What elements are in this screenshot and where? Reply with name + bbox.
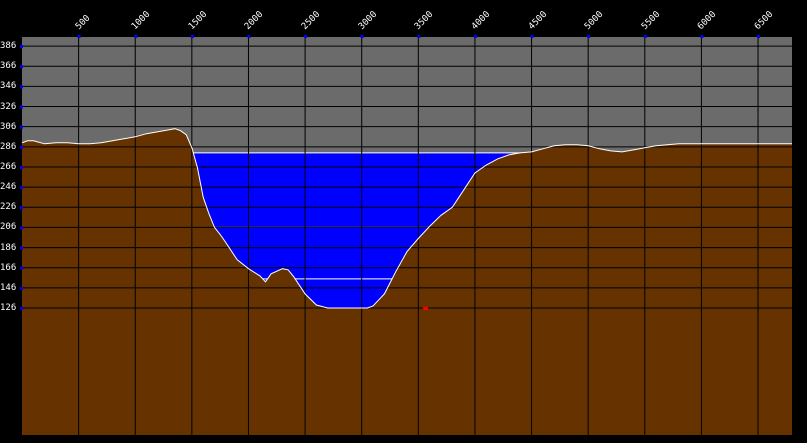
- x-tick-marker-3: [247, 35, 251, 38]
- x-tick-marker-1: [134, 35, 138, 38]
- y-tick-label-7: 246: [0, 182, 17, 193]
- lowest-point-marker: [423, 307, 429, 311]
- profile-line: [21, 128, 792, 309]
- x-tick-marker-8: [530, 35, 534, 38]
- y-tick-marker-2: [20, 85, 23, 89]
- y-tick-label-4: 306: [0, 121, 17, 132]
- x-tick-marker-2: [190, 35, 194, 38]
- y-tick-label-5: 286: [0, 141, 17, 152]
- y-tick-marker-10: [20, 246, 23, 250]
- x-tick-marker-0: [77, 35, 81, 38]
- y-tick-label-10: 186: [0, 242, 17, 253]
- x-tick-marker-12: [757, 35, 761, 38]
- x-tick-markers: [77, 35, 761, 38]
- terrain-area: [22, 128, 792, 435]
- y-tick-label-11: 166: [0, 262, 17, 273]
- y-tick-label-2: 346: [0, 81, 17, 92]
- y-tick-label-6: 266: [0, 161, 17, 172]
- y-tick-marker-13: [20, 307, 23, 311]
- y-tick-label-3: 326: [0, 101, 17, 112]
- y-tick-label-13: 126: [0, 303, 17, 314]
- y-tick-label-9: 206: [0, 222, 17, 233]
- y-tick-marker-8: [20, 206, 23, 210]
- y-tick-marker-11: [20, 266, 23, 270]
- y-tick-marker-0: [20, 45, 23, 49]
- x-tick-marker-5: [360, 35, 364, 38]
- y-tick-marker-3: [20, 105, 23, 109]
- x-tick-marker-10: [643, 35, 647, 38]
- x-tick-marker-6: [417, 35, 421, 38]
- x-tick-marker-9: [587, 35, 591, 38]
- y-tick-marker-4: [20, 125, 23, 129]
- y-tick-marker-1: [20, 65, 23, 69]
- x-tick-marker-4: [304, 35, 308, 38]
- y-tick-label-1: 366: [0, 61, 17, 72]
- y-tick-marker-12: [20, 286, 23, 290]
- y-tick-marker-9: [20, 226, 23, 230]
- y-tick-marker-5: [20, 145, 23, 149]
- grid-lines: [22, 37, 792, 435]
- y-tick-label-12: 146: [0, 282, 17, 293]
- x-tick-marker-7: [473, 35, 477, 38]
- x-tick-marker-11: [700, 35, 704, 38]
- y-tick-markers: [20, 45, 23, 311]
- y-tick-marker-7: [20, 186, 23, 190]
- y-tick-marker-6: [20, 165, 23, 169]
- y-tick-label-0: 386: [0, 41, 17, 52]
- y-tick-label-8: 226: [0, 202, 17, 213]
